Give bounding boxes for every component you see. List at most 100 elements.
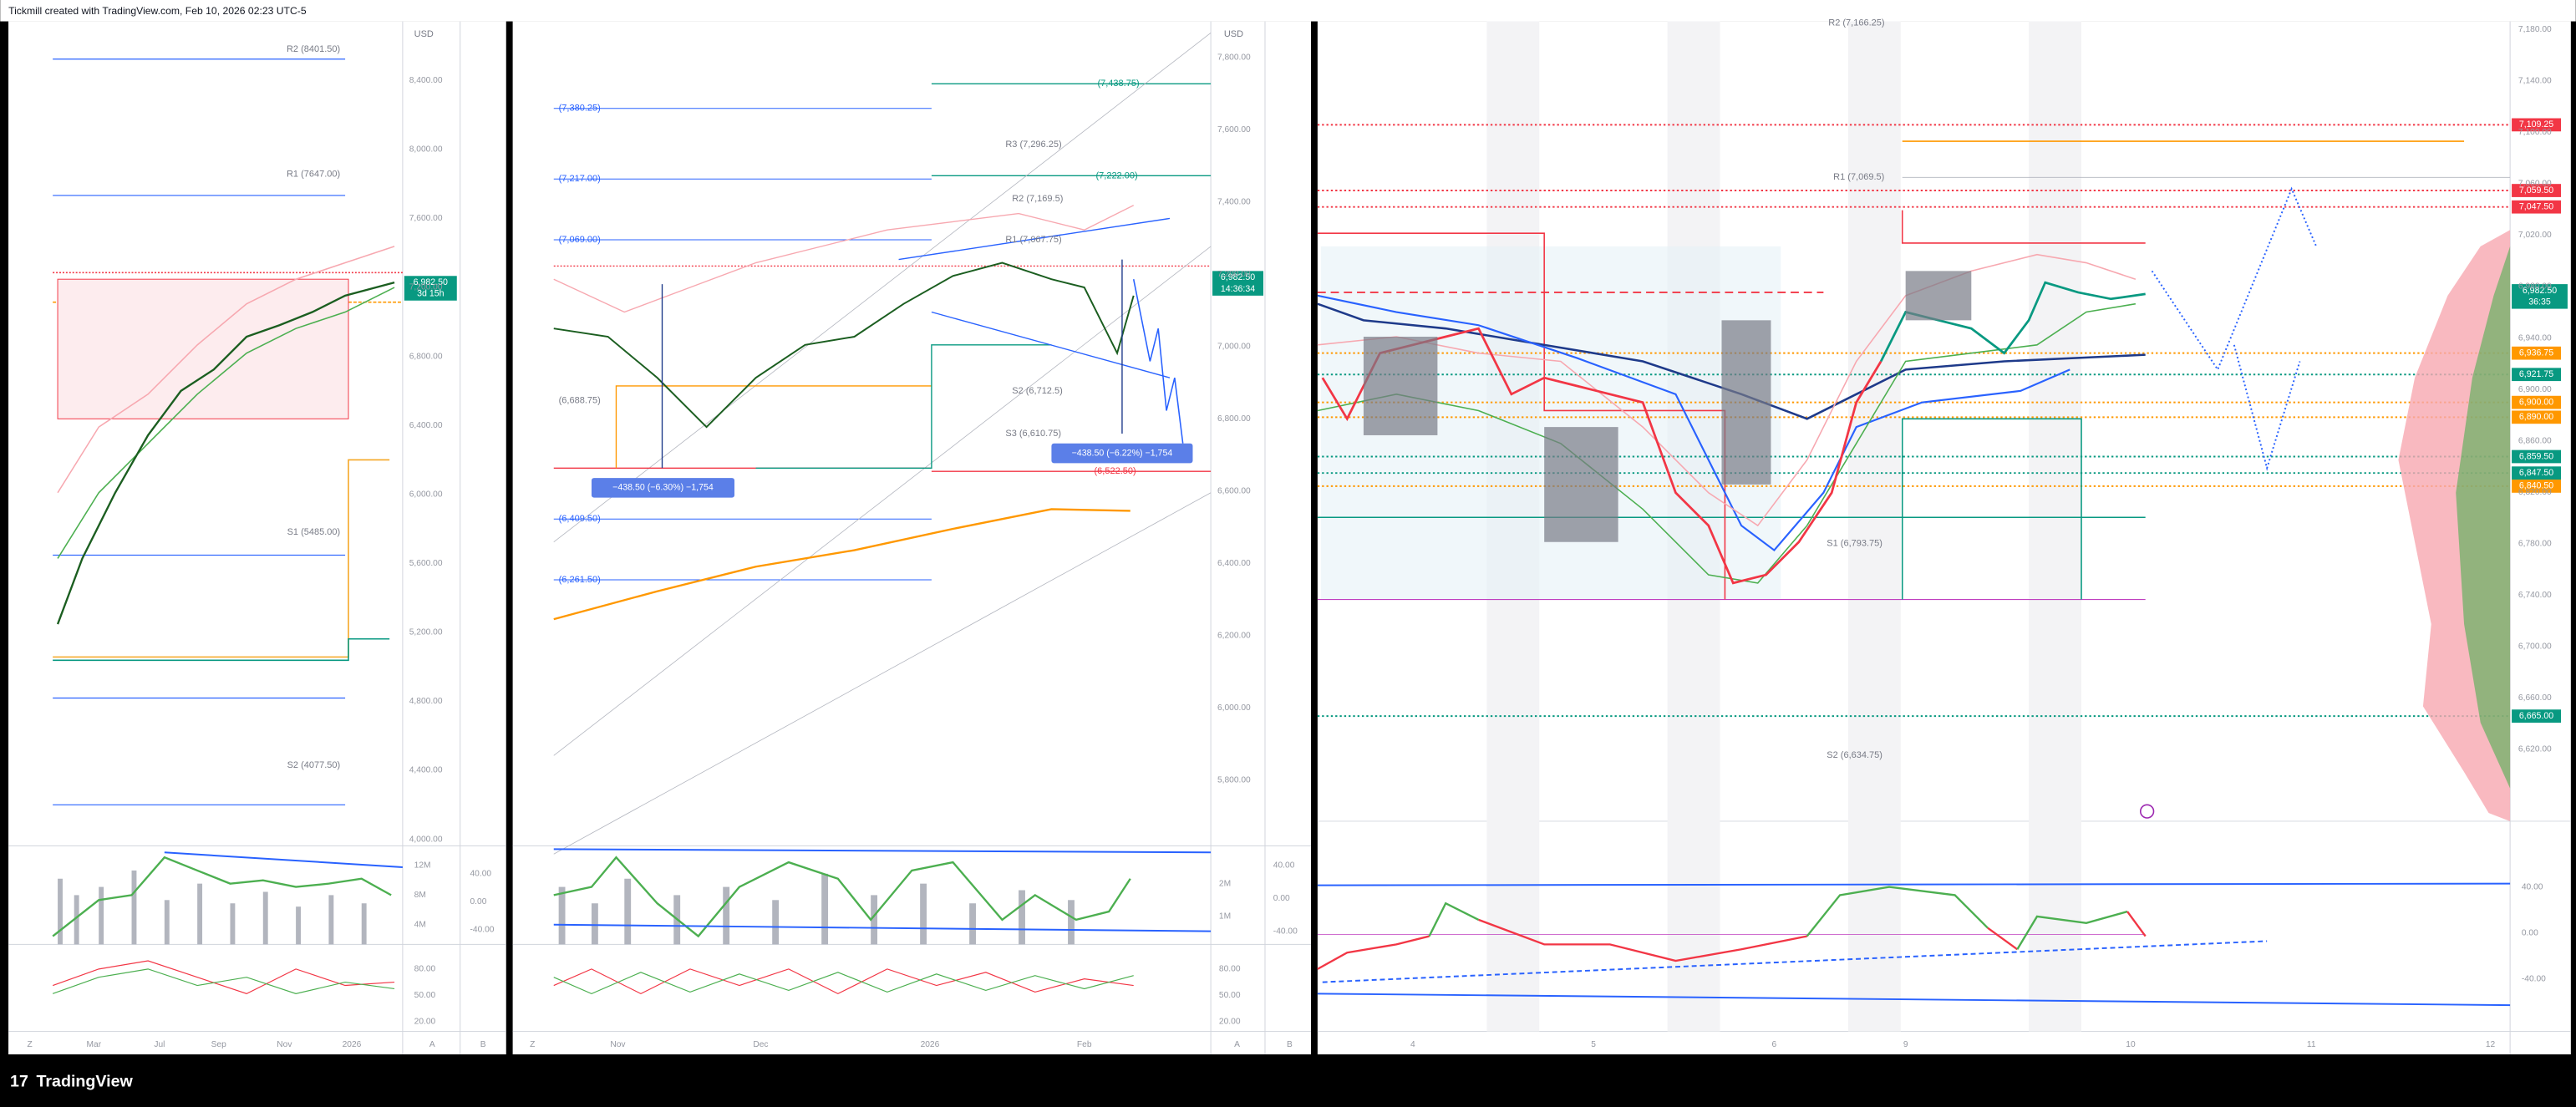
- brand: TradingView: [37, 1073, 134, 1091]
- marker-label: 6,847.50: [2519, 468, 2553, 478]
- indicator-axis-label: 4M: [414, 920, 426, 929]
- marker-box: [2512, 118, 2562, 132]
- price-axis-label: 7,600.00: [1217, 125, 1251, 135]
- price-axis-label: 7,100.00: [2518, 128, 2552, 137]
- price-axis-label: 7,800.00: [1217, 53, 1251, 63]
- price-axis-label: 7,180.00: [2518, 25, 2552, 34]
- level-label: S2 (4077.50): [287, 760, 341, 770]
- price-box-1: [404, 276, 457, 301]
- price-axis-label: 6,000.00: [409, 490, 443, 499]
- bottom-bar: [0, 1054, 2576, 1107]
- measure-box-2: [1051, 443, 1193, 464]
- panel-3-indicators: [1317, 882, 2511, 1007]
- marker-box: [2512, 410, 2562, 424]
- price-axis-label: 6,900.00: [2518, 385, 2552, 394]
- price-axis-label: 4,400.00: [409, 766, 443, 775]
- marker-label: 6,840.50: [2519, 481, 2553, 491]
- price-axis-label: 7,000.00: [1217, 343, 1251, 352]
- pane-button[interactable]: B: [1287, 1040, 1293, 1049]
- price-axis-label: 7,200.00: [1217, 270, 1251, 279]
- price-axis-label: 4,000.00: [409, 835, 443, 844]
- price-label: 6,982.50: [2523, 286, 2557, 296]
- pane-button[interactable]: A: [429, 1040, 435, 1049]
- marker-label: 6,665.00: [2519, 711, 2553, 721]
- indicator-axis-label: 50.00: [414, 991, 436, 1000]
- time-axis-label: 5: [1591, 1040, 1596, 1049]
- level-label: (7,069.00): [559, 235, 601, 245]
- marker-box: [2512, 709, 2562, 723]
- level-label: R1 (7647.00): [287, 169, 340, 179]
- marker-box: [2512, 395, 2562, 409]
- price-axis-label: 6,400.00: [1217, 559, 1251, 568]
- price-axis-label: 7,020.00: [2518, 231, 2552, 240]
- countdown: 14:36:34: [1221, 284, 1255, 294]
- marker-box: [2512, 184, 2562, 197]
- panel-3-drawings: [1317, 124, 2511, 821]
- marker-box: [2512, 480, 2562, 493]
- price-box-3: [2512, 284, 2568, 309]
- price-axis-label: 8,000.00: [409, 145, 443, 155]
- countdown: 3d 15h: [417, 289, 445, 299]
- measure-label: −438.50 (−6.30%) −1,754: [612, 483, 714, 493]
- level-label: (7,222.00): [1095, 170, 1137, 180]
- price-box-2: [1212, 271, 1264, 296]
- price-label: 6,982.50: [414, 277, 448, 287]
- time-axis-label: 2026: [343, 1040, 362, 1049]
- indicator-axis-label: 40.00: [2522, 882, 2543, 891]
- currency: USD: [414, 29, 434, 39]
- price-axis-label: 7,200.00: [409, 283, 443, 292]
- price-axis-label: 6,200.00: [1217, 631, 1251, 640]
- price-axis-label: 6,600.00: [1217, 486, 1251, 495]
- price-axis-label: 6,980.00: [2518, 282, 2552, 292]
- marker-box: [2512, 368, 2562, 382]
- level-label: S1 (6,793.75): [1827, 539, 1882, 549]
- indicator-axis-label: 50.00: [1219, 991, 1241, 1000]
- level-label: R2 (7,169.5): [1012, 194, 1063, 204]
- labels: USD R2 (8401.50) R1 (7647.00) S1 (5485.0…: [28, 18, 2558, 1049]
- panel-2-indicators: [553, 848, 1212, 995]
- panel-2-drawings: [553, 33, 1212, 855]
- indicator-axis-label: -40.00: [470, 925, 494, 934]
- price-axis-label: 5,800.00: [1217, 775, 1251, 785]
- time-axis-label: 4: [1410, 1040, 1415, 1049]
- time-axis-label: 6: [1772, 1040, 1777, 1049]
- marker-label: 6,936.75: [2519, 348, 2553, 358]
- level-label: (7,438.75): [1097, 79, 1139, 89]
- panel-1-indicators: [52, 851, 403, 994]
- indicator-axis-label: 20.00: [414, 1017, 436, 1026]
- price-axis-label: 6,940.00: [2518, 333, 2552, 343]
- level-label: R2 (7,166.25): [1828, 18, 1884, 28]
- indicator-axis-label: 80.00: [1219, 965, 1241, 974]
- price-axis-label: 7,140.00: [2518, 77, 2552, 86]
- time-axis-label: Nov: [610, 1040, 626, 1049]
- level-label: (7,217.00): [559, 174, 601, 184]
- indicator-axis-label: 80.00: [414, 965, 436, 974]
- price-axis-label: 6,400.00: [409, 421, 443, 430]
- marker-label: 7,047.50: [2519, 201, 2553, 211]
- marker-box: [2512, 449, 2562, 464]
- pane-button[interactable]: B: [480, 1040, 486, 1049]
- price-axis-label: 4,800.00: [409, 697, 443, 706]
- indicator-axis-label: 12M: [414, 861, 431, 871]
- marker-label: 6,890.00: [2519, 412, 2553, 422]
- currency: USD: [1224, 29, 1243, 39]
- level-label: (6,261.50): [559, 575, 601, 585]
- markers: 7,109.25 7,059.50 7,047.50 6,936.75 6,921.75…: [2512, 118, 2562, 723]
- price-axis-label: 7,060.00: [2518, 180, 2552, 189]
- measure-box-1: [591, 478, 734, 498]
- level-label: R1 (7,067.75): [1005, 235, 1061, 245]
- pane-button[interactable]: Z: [28, 1040, 33, 1049]
- brand-logo: 17: [10, 1073, 28, 1091]
- price-axis-label: 6,700.00: [2518, 642, 2552, 651]
- price-axis-label: 6,740.00: [2518, 591, 2552, 600]
- price-axis-label: 5,600.00: [409, 559, 443, 568]
- price-axis-label: 6,620.00: [2518, 745, 2552, 754]
- pane-button[interactable]: Z: [530, 1040, 535, 1049]
- pane-button[interactable]: A: [1234, 1040, 1240, 1049]
- marker-label: 7,109.25: [2519, 119, 2553, 129]
- countdown: 36:35: [2528, 297, 2551, 307]
- price-axis-label: 7,600.00: [409, 214, 443, 223]
- price-axis-label: 6,820.00: [2518, 488, 2552, 497]
- level-label: (6,409.50): [559, 514, 601, 524]
- time-axis-label: Mar: [87, 1040, 102, 1049]
